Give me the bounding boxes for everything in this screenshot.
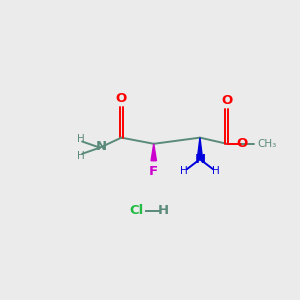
Text: H: H	[77, 151, 85, 161]
Text: H: H	[180, 166, 188, 176]
Text: Cl: Cl	[129, 204, 143, 217]
Text: O: O	[236, 136, 247, 149]
Text: N: N	[96, 140, 107, 153]
Text: F: F	[149, 165, 158, 178]
Text: H: H	[77, 134, 85, 144]
Text: N: N	[194, 153, 206, 166]
Polygon shape	[197, 138, 202, 159]
Text: O: O	[221, 94, 233, 107]
Text: CH₃: CH₃	[258, 139, 277, 149]
Polygon shape	[151, 144, 156, 161]
Text: H: H	[212, 166, 220, 176]
Text: H: H	[158, 204, 169, 217]
Text: O: O	[116, 92, 127, 104]
